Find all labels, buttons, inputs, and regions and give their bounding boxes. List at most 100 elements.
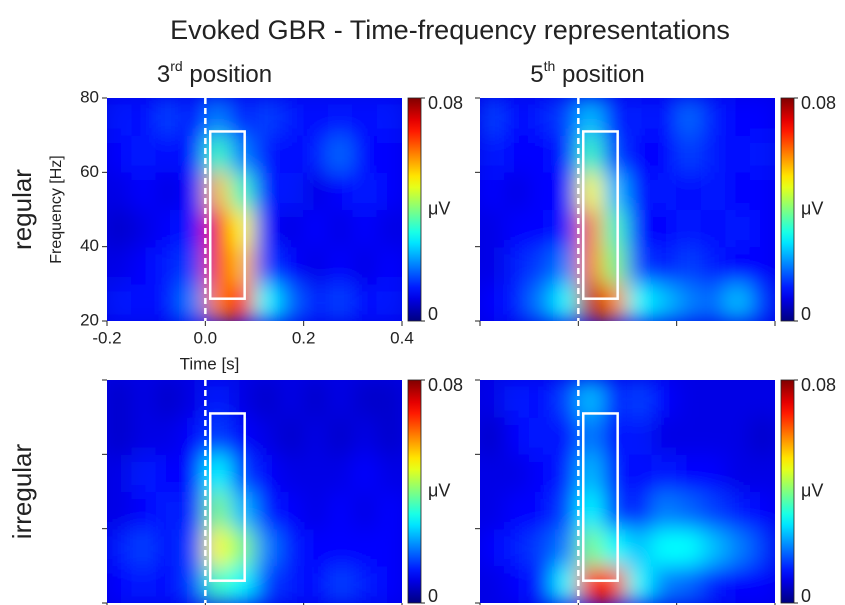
heatmap-cell (229, 453, 255, 492)
heatmap-cell (553, 283, 579, 321)
heatmap-cell (749, 565, 775, 603)
heatmap-cell (204, 283, 231, 321)
heatmap-cell (528, 209, 555, 248)
column-title-text: position (555, 61, 644, 88)
heatmap-cell (107, 246, 133, 285)
heatmap-panel: irregular 0 0.08 μV (7, 375, 463, 605)
heatmap-cell (376, 209, 402, 248)
heatmap-cell (131, 98, 157, 136)
heatmap-cell (352, 98, 378, 136)
heatmap-cell (651, 416, 678, 455)
heatmap-cell (352, 416, 378, 455)
heatmap-cell (528, 528, 555, 567)
heatmap-cell (504, 416, 530, 455)
heatmap-cell (676, 565, 702, 603)
heatmap-cell (107, 453, 133, 492)
heatmap-cell (254, 380, 280, 418)
heatmap-cell (180, 98, 206, 136)
heatmap-cell (131, 283, 157, 321)
heatmap-cell (528, 565, 555, 603)
colorbar (780, 379, 795, 604)
heatmap-cell (229, 246, 255, 285)
x-tick-label: 0.0 (194, 328, 218, 347)
heatmap-cell (504, 209, 530, 248)
heatmap-cell (180, 209, 206, 248)
heatmap-cell (107, 491, 133, 530)
heatmap-cell (553, 209, 579, 248)
heatmap-cell (303, 491, 329, 530)
heatmap-cell (303, 565, 329, 603)
heatmap-cell (627, 416, 653, 455)
heatmap-cell (602, 209, 628, 248)
heatmap-cell (700, 246, 727, 285)
heatmap-cell (376, 246, 402, 285)
heatmap-cell (528, 416, 555, 455)
heatmap-cell (577, 491, 604, 530)
colorbar-tick-label: 0 (801, 304, 811, 324)
heatmap-cell (480, 209, 506, 248)
heatmap-cell (229, 565, 255, 603)
heatmap-cell (700, 134, 727, 173)
heatmap-cell (204, 528, 231, 567)
column-title: 5th position (530, 58, 644, 89)
heatmap-cell (480, 171, 506, 210)
heatmap-cell (352, 171, 378, 210)
heatmap-cell (725, 380, 751, 418)
heatmap-cell (577, 209, 604, 248)
heatmap-cell (278, 380, 305, 418)
heatmap-cell (504, 528, 530, 567)
heatmap-cell (553, 416, 579, 455)
heatmap-cell (749, 380, 775, 418)
heatmap-cell (651, 491, 678, 530)
heatmap-cell (352, 246, 378, 285)
heatmap-cell (278, 565, 305, 603)
heatmap-cell (749, 246, 775, 285)
heatmap-cell (602, 98, 628, 136)
heatmap-cell (303, 453, 329, 492)
heatmap-cell (577, 380, 604, 418)
heatmap-area (107, 380, 402, 603)
y-tick-label: 20 (80, 310, 99, 329)
column-title-number: 3 (157, 61, 170, 88)
heatmap-cell (155, 491, 182, 530)
heatmap-cell (327, 246, 354, 285)
heatmap-cell (676, 380, 702, 418)
heatmap-cell (107, 283, 133, 321)
heatmap-cell (577, 98, 604, 136)
heatmap-cell (725, 246, 751, 285)
heatmap-cell (627, 134, 653, 173)
heatmap-cell (180, 283, 206, 321)
heatmap-cell (352, 528, 378, 567)
heatmap-cell (278, 171, 305, 210)
heatmap-cell (676, 528, 702, 567)
heatmap-cell (651, 134, 678, 173)
heatmap-cell (352, 209, 378, 248)
heatmap-cell (254, 565, 280, 603)
heatmap-cell (504, 171, 530, 210)
heatmap-panel: -0.2 0.0 0.2 0.4 20 40 60 80 Time [s] Frequency [… (7, 58, 463, 374)
heatmap-cell (700, 453, 727, 492)
heatmap-cell (602, 491, 628, 530)
heatmap-cell (180, 453, 206, 492)
heatmap-cell (528, 453, 555, 492)
heatmap-cell (480, 453, 506, 492)
heatmap-cell (504, 134, 530, 173)
heatmap-cell (725, 528, 751, 567)
heatmap-area (480, 380, 775, 603)
heatmap-cell (278, 209, 305, 248)
heatmap-cell (627, 380, 653, 418)
heatmap-cell (376, 565, 402, 603)
heatmap-cell (553, 491, 579, 530)
heatmap-cell (480, 246, 506, 285)
heatmap-cell (107, 209, 133, 248)
x-axis-label: Time [s] (180, 354, 240, 373)
heatmap-cell (376, 380, 402, 418)
heatmap-cell (480, 565, 506, 603)
heatmap-cell (131, 209, 157, 248)
heatmap-cell (229, 98, 255, 136)
heatmap-cell (352, 283, 378, 321)
heatmap-cell (676, 98, 702, 136)
heatmap-cell (376, 528, 402, 567)
heatmap-cell (204, 209, 231, 248)
heatmap-cell (749, 528, 775, 567)
